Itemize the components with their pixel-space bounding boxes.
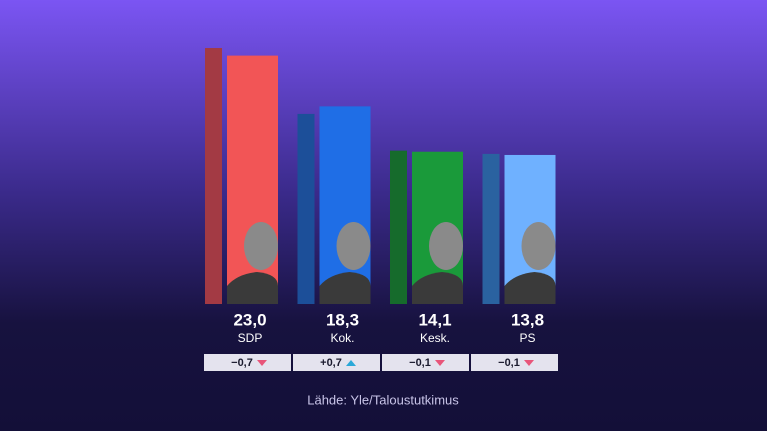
change-label: +0,7 [320,357,342,369]
portrait [429,222,463,270]
change-arrow [524,360,534,366]
previous-bar [390,150,407,304]
portrait [227,272,278,304]
value-label: 14,1 [418,310,451,329]
change-arrow [257,360,267,366]
change-label: −0,1 [409,357,431,369]
change-cell [293,354,380,371]
portrait [319,272,371,304]
previous-bar [297,113,315,304]
category-label: PS [519,331,535,345]
portrait [412,272,463,304]
portrait [336,222,371,270]
portrait [521,222,556,270]
change-arrow [346,360,356,366]
value-label: 13,8 [511,310,544,329]
change-arrow [435,360,445,366]
change-cell [204,354,291,371]
change-cell [471,354,558,371]
value-label: 23,0 [233,310,266,329]
portrait [504,272,556,304]
change-cell [382,354,469,371]
bar [319,106,371,304]
change-label: −0,7 [231,357,253,369]
change-label: −0,1 [498,357,520,369]
value-label: 18,3 [326,310,359,329]
category-label: SDP [238,331,263,345]
source: Lähde: Yle/Taloustutkimus [307,392,459,407]
category-label: Kok. [330,331,354,345]
portrait [244,222,278,270]
previous-bar [482,153,500,304]
previous-bar [205,48,222,304]
category-label: Kesk. [420,331,450,345]
